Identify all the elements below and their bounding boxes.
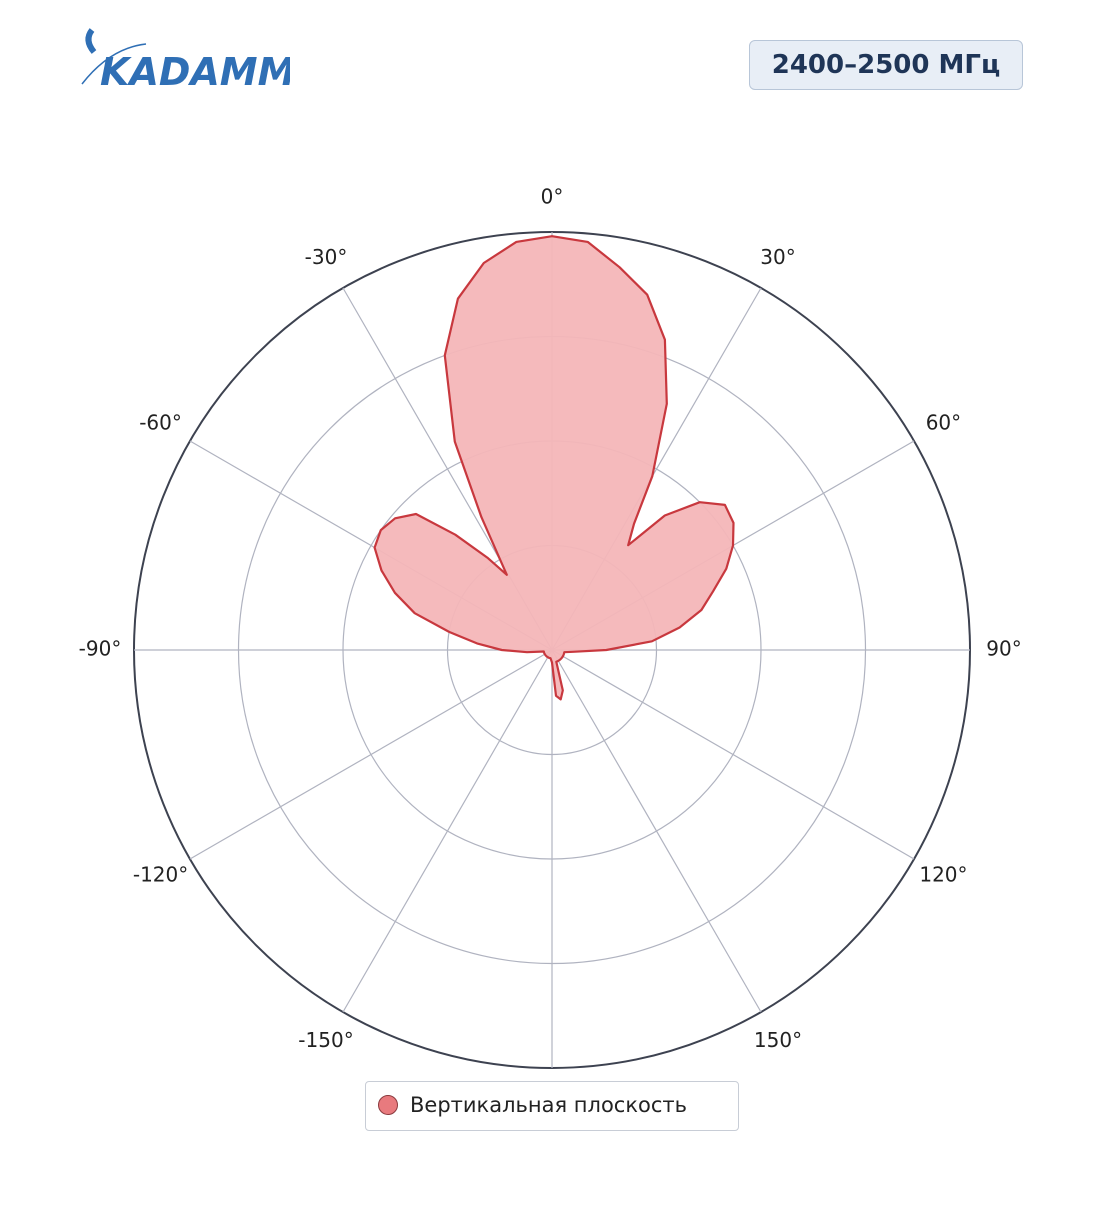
theta-tick-label: 120° [919, 863, 967, 887]
spoke [551, 649, 762, 1013]
theta-tick-label: 90° [986, 637, 1021, 661]
theta-tick-label: 60° [926, 411, 961, 435]
theta-tick-label: -30° [305, 245, 348, 269]
spoke [189, 649, 553, 860]
frequency-badge: 2400–2500 МГц [749, 40, 1023, 90]
legend-label: Вертикальная плоскость [410, 1093, 688, 1117]
spoke [342, 649, 553, 1013]
theta-tick-label: 30° [760, 245, 795, 269]
logo-orbit [81, 43, 147, 85]
spoke [551, 649, 915, 860]
theta-tick-label: -60° [139, 411, 182, 435]
legend: Вертикальная плоскость [365, 1081, 739, 1131]
theta-tick-label: 150° [754, 1028, 802, 1052]
logo: KADAMM [81, 28, 290, 90]
theta-tick-label: -120° [133, 863, 188, 887]
theta-tick-label: -90° [79, 637, 122, 661]
legend-marker [378, 1095, 398, 1115]
logo-swoosh [85, 28, 97, 54]
logo-text: KADAMM [100, 50, 290, 90]
theta-tick-label: 0° [541, 185, 564, 209]
theta-tick-label: -150° [298, 1028, 353, 1052]
pattern-area [373, 235, 735, 701]
